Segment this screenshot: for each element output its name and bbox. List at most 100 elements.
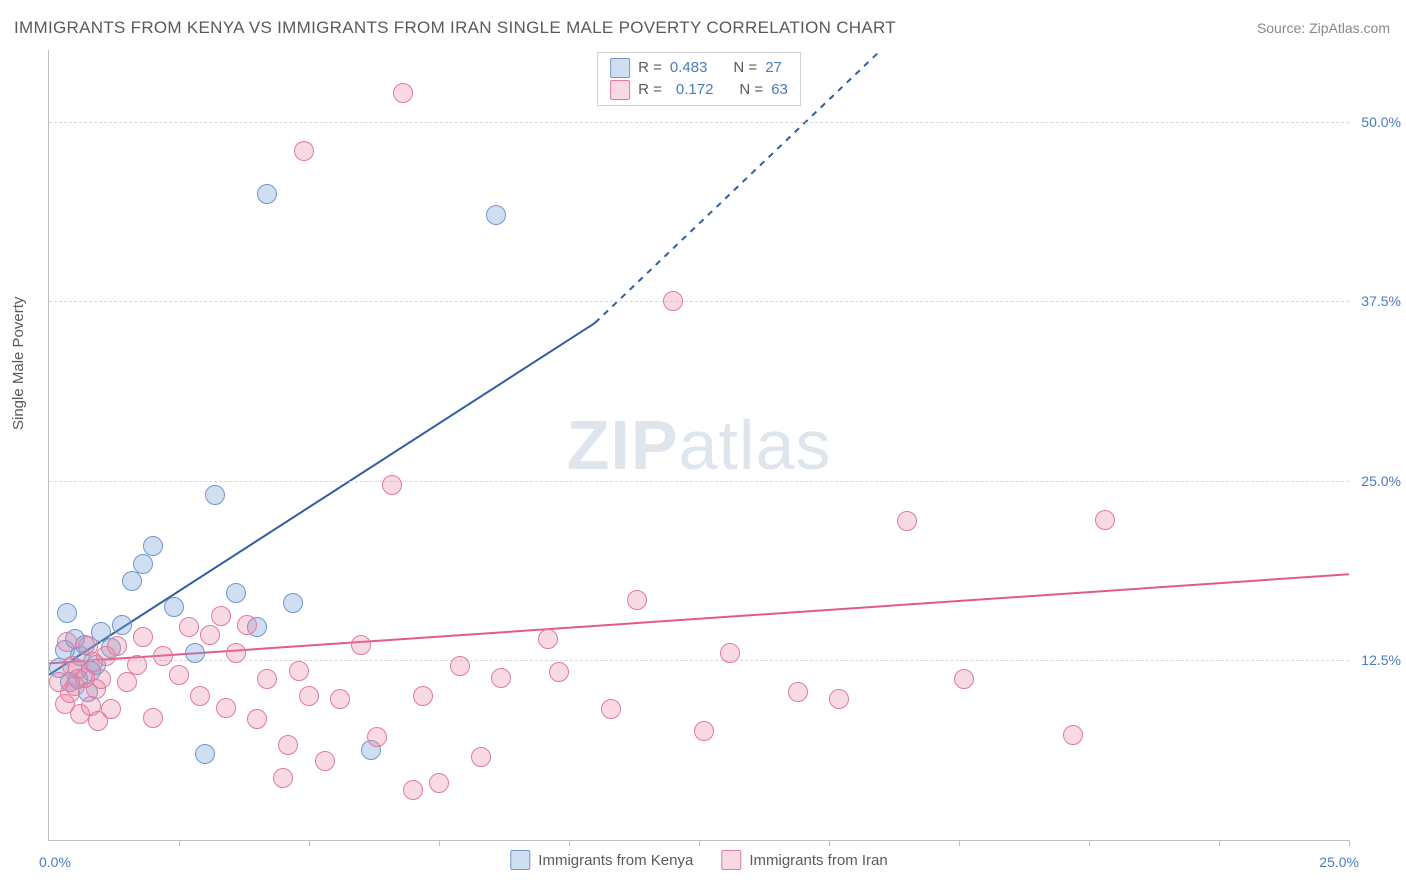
x-max-label: 25.0% — [1319, 854, 1359, 870]
point-iran — [107, 636, 127, 656]
point-iran — [294, 141, 314, 161]
legend-label-iran: Immigrants from Iran — [749, 852, 887, 869]
point-iran — [897, 511, 917, 531]
swatch-kenya — [610, 58, 630, 78]
swatch-iran — [721, 850, 741, 870]
x-tick — [829, 840, 830, 846]
point-iran — [91, 669, 111, 689]
point-kenya — [185, 643, 205, 663]
point-iran — [1095, 510, 1115, 530]
point-iran — [179, 617, 199, 637]
point-kenya — [195, 744, 215, 764]
point-kenya — [486, 205, 506, 225]
point-kenya — [112, 615, 132, 635]
x-tick — [569, 840, 570, 846]
point-iran — [393, 83, 413, 103]
point-iran — [237, 615, 257, 635]
gridline — [49, 122, 1349, 123]
point-iran — [169, 665, 189, 685]
point-iran — [720, 643, 740, 663]
point-iran — [315, 751, 335, 771]
n-label: N = — [739, 79, 763, 101]
gridline — [49, 481, 1349, 482]
point-iran — [127, 655, 147, 675]
x-tick — [959, 840, 960, 846]
swatch-kenya — [510, 850, 530, 870]
point-iran — [278, 735, 298, 755]
x-tick — [1089, 840, 1090, 846]
point-kenya — [257, 184, 277, 204]
point-iran — [143, 708, 163, 728]
legend-item-kenya: Immigrants from Kenya — [510, 850, 693, 870]
point-iran — [211, 606, 231, 626]
point-iran — [117, 672, 137, 692]
point-kenya — [122, 571, 142, 591]
point-iran — [200, 625, 220, 645]
point-iran — [367, 727, 387, 747]
point-iran — [450, 656, 470, 676]
r-value-iran: 0.172 — [670, 79, 714, 101]
legend-row-iran: R = 0.172 N = 63 — [610, 79, 788, 101]
y-tick-label: 12.5% — [1361, 652, 1401, 668]
y-tick-label: 37.5% — [1361, 293, 1401, 309]
point-iran — [57, 632, 77, 652]
r-value-kenya: 0.483 — [670, 57, 708, 79]
point-iran — [627, 590, 647, 610]
gridline — [49, 301, 1349, 302]
point-iran — [133, 627, 153, 647]
point-iran — [788, 682, 808, 702]
point-iran — [289, 661, 309, 681]
point-iran — [190, 686, 210, 706]
point-kenya — [226, 583, 246, 603]
point-kenya — [283, 593, 303, 613]
n-label: N = — [733, 57, 757, 79]
point-iran — [549, 662, 569, 682]
point-iran — [226, 643, 246, 663]
point-kenya — [143, 536, 163, 556]
point-iran — [257, 669, 277, 689]
point-iran — [429, 773, 449, 793]
point-iran — [216, 698, 236, 718]
correlation-legend: R = 0.483 N = 27 R = 0.172 N = 63 — [597, 52, 801, 106]
point-iran — [601, 699, 621, 719]
point-kenya — [164, 597, 184, 617]
n-value-kenya: 27 — [765, 57, 782, 79]
r-label: R = — [638, 57, 662, 79]
watermark: ZIPatlas — [567, 405, 832, 485]
x-tick — [1349, 840, 1350, 846]
point-iran — [663, 291, 683, 311]
gridline — [49, 660, 1349, 661]
x-tick — [1219, 840, 1220, 846]
point-iran — [273, 768, 293, 788]
point-kenya — [205, 485, 225, 505]
point-iran — [382, 475, 402, 495]
point-iran — [351, 635, 371, 655]
legend-item-iran: Immigrants from Iran — [721, 850, 887, 870]
n-value-iran: 63 — [771, 79, 788, 101]
point-iran — [538, 629, 558, 649]
x-tick — [309, 840, 310, 846]
y-tick-label: 25.0% — [1361, 473, 1401, 489]
point-iran — [153, 646, 173, 666]
point-iran — [491, 668, 511, 688]
x-tick — [699, 840, 700, 846]
y-tick-label: 50.0% — [1361, 114, 1401, 130]
plot-area: ZIPatlas R = 0.483 N = 27 R = 0.172 N = … — [48, 50, 1349, 841]
swatch-iran — [610, 80, 630, 100]
x-origin-label: 0.0% — [39, 854, 71, 870]
point-kenya — [133, 554, 153, 574]
point-iran — [954, 669, 974, 689]
r-label: R = — [638, 79, 662, 101]
point-iran — [299, 686, 319, 706]
chart-source: Source: ZipAtlas.com — [1257, 20, 1390, 36]
point-iran — [1063, 725, 1083, 745]
y-axis-label: Single Male Poverty — [10, 297, 27, 430]
point-iran — [330, 689, 350, 709]
chart-title: IMMIGRANTS FROM KENYA VS IMMIGRANTS FROM… — [14, 18, 896, 38]
point-iran — [403, 780, 423, 800]
legend-label-kenya: Immigrants from Kenya — [538, 852, 693, 869]
x-tick — [179, 840, 180, 846]
series-legend: Immigrants from Kenya Immigrants from Ir… — [510, 850, 887, 870]
point-iran — [101, 699, 121, 719]
point-iran — [694, 721, 714, 741]
